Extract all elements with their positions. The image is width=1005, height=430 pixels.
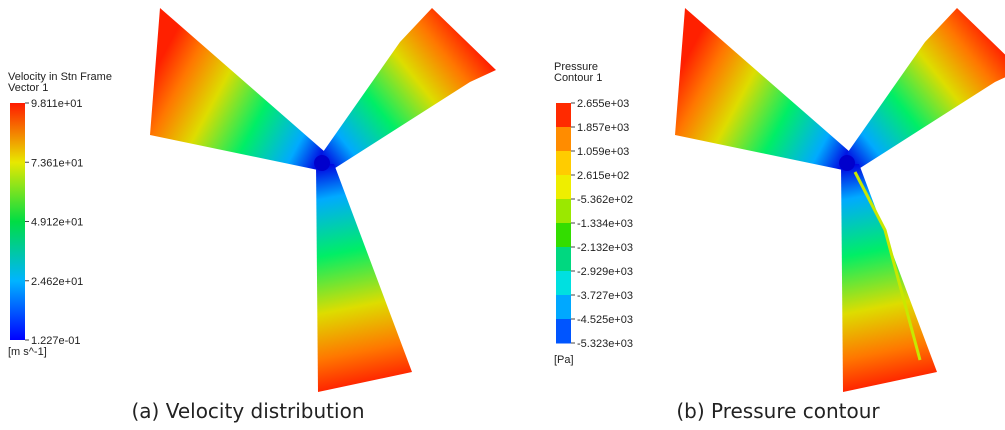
colorbar: [556, 103, 571, 344]
legend-title: Contour 1: [554, 72, 602, 84]
legend-label: 1.059e+03: [577, 146, 629, 158]
legend-label: 2.615e+02: [577, 170, 629, 182]
colorbar: [10, 103, 25, 340]
blade: [841, 164, 937, 392]
figure: Velocity in Stn FrameVector 19.811e+017.…: [0, 0, 1005, 430]
hub: [839, 155, 855, 171]
legend-label: -3.727e+03: [577, 290, 633, 302]
legend-label: -4.525e+03: [577, 314, 633, 326]
legend-label: 2.462e+01: [31, 276, 83, 288]
legend-title: Vector 1: [8, 82, 48, 94]
colorbar-band: [556, 271, 571, 296]
blade: [316, 164, 412, 392]
rotor: [675, 8, 1005, 392]
blade: [150, 8, 325, 170]
colorbar-band: [556, 223, 571, 248]
colorbar-band: [556, 247, 571, 272]
panel-a: [10, 8, 496, 392]
legend-label: -2.132e+03: [577, 242, 633, 254]
legend-label: 1.857e+03: [577, 122, 629, 134]
hub: [314, 155, 330, 171]
caption: (a) Velocity distribution: [131, 399, 364, 423]
unit: [Pa]: [554, 354, 574, 366]
colorbar-band: [556, 199, 571, 224]
colorbar-band: [556, 295, 571, 320]
legend-label: 2.655e+03: [577, 98, 629, 110]
colorbar-band: [556, 127, 571, 152]
unit: [m s^-1]: [8, 346, 47, 358]
colorbar-band: [556, 319, 571, 344]
legend-label: 7.361e+01: [31, 157, 83, 169]
caption: (b) Pressure contour: [676, 399, 880, 423]
legend-label: -1.334e+03: [577, 218, 633, 230]
legend-label: -5.362e+02: [577, 194, 633, 206]
colorbar-band: [556, 151, 571, 176]
rotor: [150, 8, 496, 392]
colorbar-band: [556, 103, 571, 128]
legend-label: -5.323e+03: [577, 338, 633, 350]
legend-label: 4.912e+01: [31, 217, 83, 229]
blade: [675, 8, 850, 170]
legend-label: -2.929e+03: [577, 266, 633, 278]
blade: [841, 8, 1005, 170]
blade: [316, 8, 496, 170]
legend-label: 9.811e+01: [31, 98, 83, 110]
colorbar-band: [556, 175, 571, 200]
